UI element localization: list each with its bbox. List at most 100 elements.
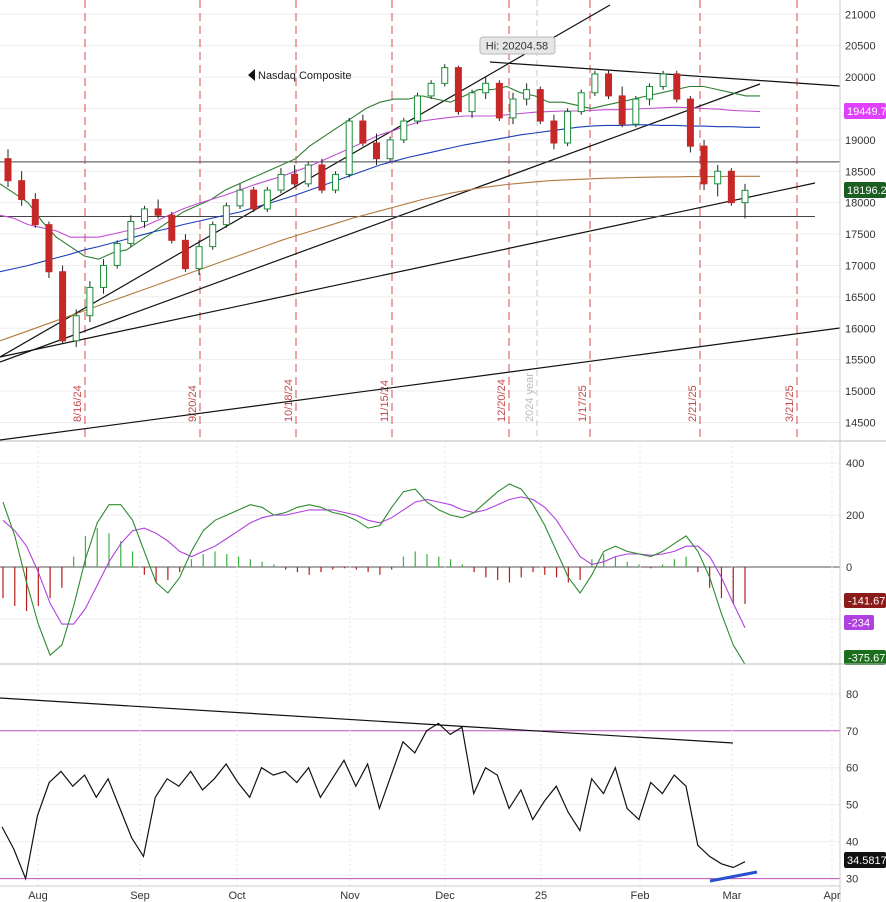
candle-body	[632, 98, 640, 125]
rsi-grid	[0, 693, 840, 880]
ma-label-box	[844, 103, 886, 119]
x-tick-label: Mar	[723, 890, 742, 902]
candle-body	[536, 89, 544, 122]
candle-body	[550, 120, 558, 144]
macd-lines	[2, 483, 746, 665]
candle-body	[236, 189, 244, 207]
rsi-label-box	[844, 852, 886, 868]
price-tick-label: 16500	[845, 292, 876, 304]
rsi-trend-line	[0, 697, 734, 744]
price-tick-label: 17000	[845, 260, 876, 272]
macd-tick-label: 400	[846, 458, 864, 470]
candle-body	[700, 145, 708, 185]
x-tick-label: Nov	[340, 890, 360, 902]
ma-label-group: 19449.7	[844, 103, 886, 119]
date-marker-label: 9/20/24	[187, 385, 199, 422]
candle-body	[195, 246, 203, 270]
x-tick-label: Feb	[631, 890, 650, 902]
horizontal-levels	[0, 161, 840, 217]
candle-body	[495, 82, 503, 119]
signal-label-box	[844, 615, 874, 630]
candle-body	[318, 164, 326, 191]
date-marker-label: 10/18/24	[283, 379, 295, 422]
support-line	[0, 182, 816, 358]
rsi-tick-label: 40	[846, 837, 858, 849]
series-label-group: Nasdaq Composite	[248, 69, 352, 82]
moving-average-line	[0, 124, 760, 273]
high-annotation-group: Hi: 20204.58	[479, 36, 556, 55]
candle-body	[523, 89, 531, 100]
date-marker-label: 8/16/24	[72, 385, 84, 422]
candle-body	[359, 120, 367, 144]
price-tick-label: 15500	[845, 355, 876, 367]
candle-body	[714, 170, 722, 185]
x-tick-label: Oct	[228, 890, 245, 902]
rsi-tick-label: 80	[846, 689, 858, 701]
candle-body	[31, 199, 39, 226]
candle-body	[263, 189, 271, 210]
macd-axis: 400 200 0	[839, 441, 864, 664]
price-tick-label: 16000	[845, 323, 876, 335]
rsi-series-line	[1, 722, 746, 881]
candle-body	[427, 82, 435, 97]
candle-body	[400, 120, 408, 141]
candle-body	[605, 73, 613, 97]
candle-body	[509, 98, 517, 119]
candle-body	[86, 286, 94, 317]
rsi-tick-label: 50	[846, 800, 858, 812]
candle-body	[18, 180, 26, 201]
x-tick-label: Apr	[823, 890, 840, 902]
x-tick-label: Sep	[130, 890, 150, 902]
last-price-label: 18196.2	[847, 185, 886, 197]
x-tick-label: 25	[535, 890, 547, 902]
rsi-tick-label: 30	[846, 874, 858, 886]
last-price-box	[844, 182, 886, 198]
candle-body	[154, 208, 162, 216]
candle-body	[45, 224, 53, 273]
candle-body	[250, 189, 258, 210]
rsi-axis: 80 70 60 50 40 30	[839, 664, 858, 902]
x-axis: Aug Sep Oct Nov Dec 25 Feb Mar Apr	[0, 885, 841, 902]
candle-body	[659, 73, 667, 87]
long-term-support-line	[0, 327, 841, 441]
macd-tick-label: 0	[846, 562, 852, 574]
price-tick-label: 19000	[845, 135, 876, 147]
histogram-label: -141.67	[848, 596, 885, 608]
moving-average-line	[0, 175, 760, 342]
candle-body	[72, 315, 80, 342]
candle-body	[181, 239, 189, 270]
macd-signal-line	[2, 496, 746, 628]
candle-body	[209, 224, 217, 248]
macd-line	[2, 483, 746, 665]
price-axis: 14500 15000 15500 16000 16500 17000 17500 18000…	[839, 0, 876, 441]
rsi-label-group: 34.5817	[844, 852, 886, 868]
candle-body	[373, 142, 380, 160]
candle-body	[332, 173, 340, 191]
candle-body	[4, 158, 12, 182]
date-marker-label: 1/17/25	[577, 385, 589, 422]
macd-tick-label: 200	[846, 510, 864, 522]
candle-body	[577, 92, 585, 113]
candle-body	[564, 111, 572, 144]
date-marker-label: 12/20/24	[496, 379, 508, 422]
candle-body	[673, 73, 681, 100]
date-marker-label: 3/21/25	[784, 385, 796, 422]
high-annotation-box	[479, 36, 556, 55]
rsi-tick-label: 70	[846, 726, 858, 738]
rsi-label: 34.5817	[847, 855, 886, 867]
candle-body	[304, 164, 312, 185]
candle-body	[454, 67, 462, 113]
series-label: Nasdaq Composite	[258, 70, 352, 82]
date-marker-label: 11/15/24	[379, 380, 391, 422]
candle-body	[386, 139, 394, 160]
x-tick-label: Aug	[28, 890, 48, 902]
triangle-left-icon	[248, 69, 255, 81]
macd-label: -375.67	[848, 653, 885, 665]
candle-body	[413, 95, 421, 122]
candle-body	[618, 95, 626, 125]
date-marker-label: 2/21/25	[687, 385, 699, 422]
price-tick-label: 18500	[845, 166, 876, 178]
candle-body	[59, 271, 67, 342]
histogram-label-box	[844, 593, 886, 608]
